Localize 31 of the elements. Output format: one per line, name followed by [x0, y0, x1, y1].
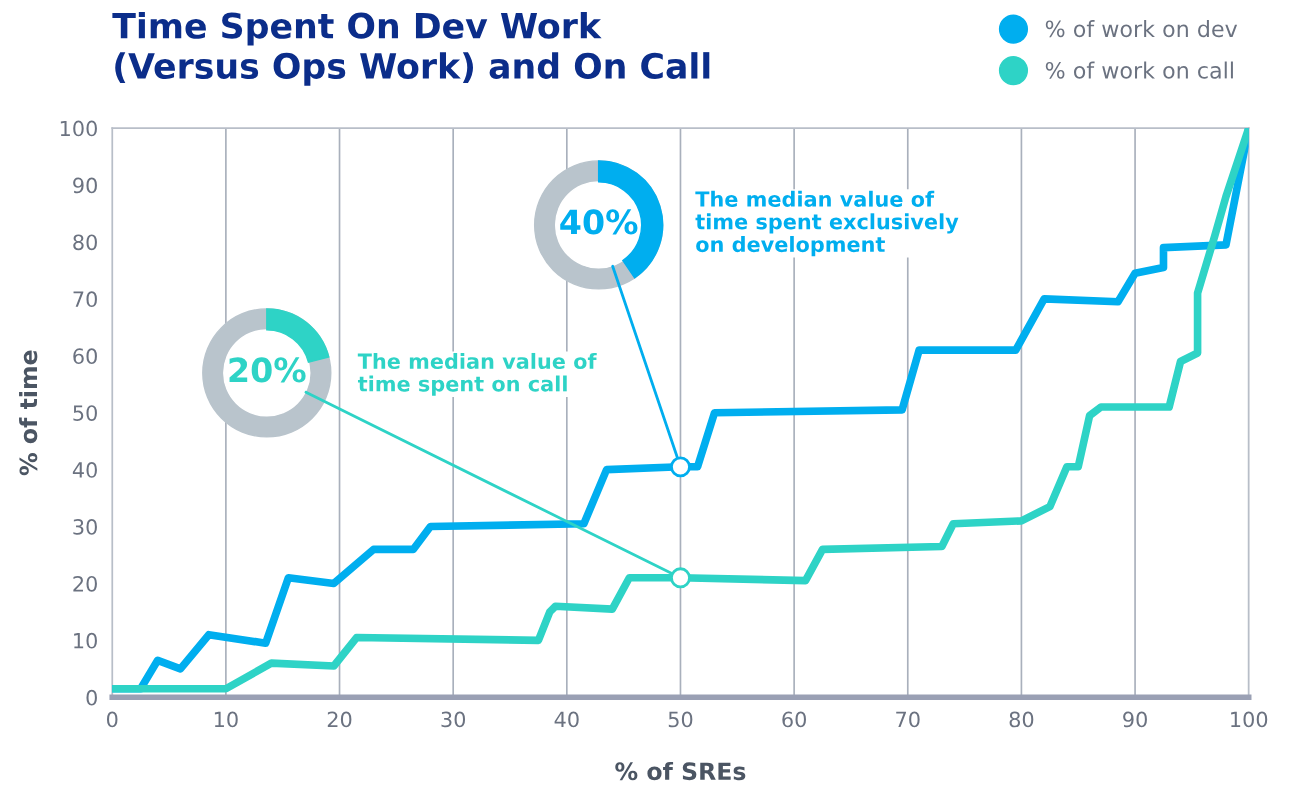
x-tick-label: 80: [1009, 711, 1034, 728]
y-tick-label: 50: [73, 405, 97, 421]
y-tick-label: 40: [72, 462, 97, 478]
annotation: 40%: [560, 209, 638, 235]
x-tick-label: 20: [327, 711, 352, 728]
chart-title: Time Spent On Dev Work (Versus Ops Work) and On Call: [112, 11, 710, 86]
y-axis-title: % of time: [19, 350, 38, 476]
x-tick-label: 40: [554, 711, 579, 728]
y-tick-label: 0: [86, 689, 97, 706]
x-tick-label: 90: [1123, 711, 1147, 728]
y-tick-label: 100: [60, 120, 97, 137]
x-axis-title: % of SREs: [615, 761, 746, 781]
x-tick-label: 30: [441, 711, 466, 728]
x-tick-label: 0: [106, 711, 118, 728]
y-tick-label: 20: [73, 575, 97, 592]
y-tick-label: 80: [73, 234, 97, 251]
x-tick-label: 70: [896, 711, 920, 728]
x-tick-label: 10: [214, 711, 238, 728]
y-tick-label: 70: [73, 291, 97, 308]
x-tick-label: 60: [782, 711, 806, 728]
annotation: The median value of time spent on call: [357, 352, 597, 396]
y-tick-label: 30: [73, 519, 97, 535]
y-tick-label: 10: [74, 632, 97, 649]
y-tick-label: 60: [73, 348, 97, 365]
annotation: The median value of time spent exclusively on development: [695, 190, 959, 257]
annotation: 20%: [229, 357, 306, 383]
x-tick-label: 50: [668, 711, 693, 728]
x-tick-label: 100: [1231, 711, 1268, 728]
legend-label: % of work on dev: [1045, 20, 1238, 38]
y-tick-label: 90: [73, 177, 97, 194]
legend-label: % of work on call: [1045, 61, 1233, 79]
